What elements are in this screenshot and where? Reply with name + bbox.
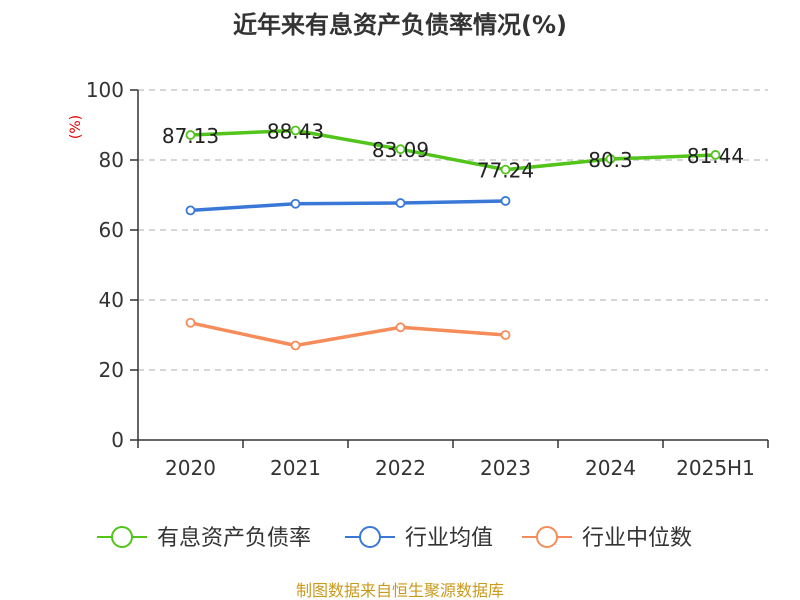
y-tick-label: 60 bbox=[99, 218, 124, 242]
legend[interactable]: 有息资产负债率 行业均值 行业中位数 bbox=[97, 526, 692, 551]
y-tick-label: 80 bbox=[99, 148, 124, 172]
data-point bbox=[185, 205, 196, 216]
data-label: 77.24 bbox=[477, 159, 534, 183]
data-label: 80.3 bbox=[588, 148, 633, 172]
legend-label: 行业中位数 bbox=[582, 526, 692, 551]
x-tick-label: 2021 bbox=[270, 456, 321, 480]
y-tick-label: 20 bbox=[99, 358, 124, 382]
legend-swatch-marker bbox=[359, 526, 381, 548]
data-point bbox=[290, 340, 301, 351]
series-line-2 bbox=[190, 321, 506, 348]
y-tick-label: 0 bbox=[111, 428, 124, 452]
x-tick-label: 2023 bbox=[480, 456, 531, 480]
data-point bbox=[395, 322, 406, 333]
y-tick-label: 100 bbox=[86, 78, 124, 102]
series-lines bbox=[185, 125, 721, 351]
data-point bbox=[710, 150, 721, 160]
legend-label: 有息资产负债率 bbox=[157, 526, 311, 551]
source-note: 制图数据来自恒生聚源数据库 bbox=[296, 581, 504, 600]
data-label: 81.44 bbox=[687, 144, 744, 168]
y-axis-unit: (%) bbox=[68, 115, 84, 139]
data-point bbox=[395, 198, 406, 208]
legend-item-1[interactable]: 行业均值 bbox=[345, 526, 493, 551]
data-point bbox=[500, 196, 511, 206]
legend-label: 行业均值 bbox=[405, 526, 493, 551]
legend-swatch-marker bbox=[111, 526, 133, 548]
data-point bbox=[185, 130, 196, 140]
data-label: 87.13 bbox=[162, 124, 219, 148]
data-point bbox=[605, 154, 616, 164]
x-tick-label: 2024 bbox=[585, 456, 636, 480]
series-line-1 bbox=[190, 199, 506, 213]
data-point bbox=[290, 198, 301, 209]
gridlines bbox=[138, 89, 768, 371]
x-tick-label: 2020 bbox=[165, 456, 216, 480]
data-point bbox=[185, 317, 196, 328]
x-tick-label: 2025H1 bbox=[676, 456, 755, 480]
x-tick-label: 2022 bbox=[375, 456, 426, 480]
legend-swatch-marker bbox=[536, 526, 558, 548]
data-point bbox=[500, 164, 511, 175]
data-point bbox=[395, 144, 406, 155]
data-point bbox=[290, 125, 301, 136]
data-labels: 87.13 88.43 83.09 77.24 80.3 81.44 bbox=[162, 119, 744, 182]
data-label: 88.43 bbox=[267, 119, 324, 143]
y-tick-label: 40 bbox=[99, 288, 124, 312]
chart-title: 近年来有息资产负债率情况(%) bbox=[233, 11, 567, 39]
legend-item-0[interactable]: 有息资产负债率 bbox=[97, 526, 311, 551]
data-point bbox=[500, 330, 511, 340]
series-line-0 bbox=[190, 128, 716, 172]
axes: 0 20 40 60 80 100 2020 2021 2022 2023 2024 2025H1 bbox=[86, 78, 769, 480]
data-label: 83.09 bbox=[372, 138, 429, 162]
legend-item-2[interactable]: 行业中位数 bbox=[522, 526, 692, 551]
